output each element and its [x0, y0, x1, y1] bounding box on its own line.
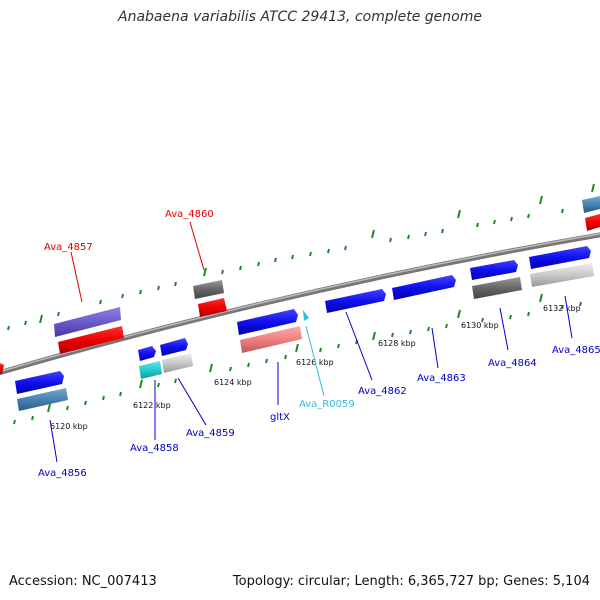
- gene-label-ava-4865: Ava_4865: [552, 345, 600, 356]
- gene-block-gray: [472, 277, 522, 299]
- gene-arrow-blue: [160, 338, 188, 356]
- scale-label-6128: 6128 kbp: [378, 339, 416, 348]
- scale-label-6124: 6124 kbp: [214, 378, 252, 387]
- gene-arrow-blue: [392, 275, 456, 300]
- gene-label-ava-4859: Ava_4859: [186, 428, 235, 439]
- gene-label-ava-r0059: Ava_R0059: [299, 399, 355, 410]
- upper-tick-track: [7, 183, 595, 331]
- gene-block-purple: [54, 307, 121, 337]
- scale-label-6132: 6132 kbp: [543, 304, 581, 313]
- lower-tick-track: [13, 293, 582, 425]
- gene-arrow-red: [0, 363, 4, 374]
- accession-text: Accession: NC_007413: [9, 574, 157, 589]
- gene-label-ava-4856: Ava_4856: [38, 468, 87, 479]
- label-leader-lines: [49, 221, 573, 463]
- scale-label-6122: 6122 kbp: [133, 401, 171, 410]
- gene-block-steel: [582, 196, 600, 213]
- gene-block-red: [585, 214, 600, 231]
- gene-block-silver: [530, 263, 594, 287]
- gene-arrow-blue: [325, 289, 386, 313]
- gene-label-ava-4857: Ava_4857: [44, 242, 93, 253]
- gene-label-ava-4864: Ava_4864: [488, 358, 537, 369]
- gene-block-pink: [240, 326, 302, 353]
- gene-label-ava-4862: Ava_4862: [358, 386, 407, 397]
- gene-block-silver: [162, 353, 193, 373]
- gene-arrow-blue: [15, 371, 64, 394]
- gene-label-ava-4863: Ava_4863: [417, 373, 466, 384]
- gene-arrow-blue: [529, 246, 591, 269]
- gene-feature: [54, 196, 600, 354]
- scale-label-6120: 6120 kbp: [50, 422, 88, 431]
- gene-arrow-blue: [138, 346, 156, 361]
- gene-label-ava-4858: Ava_4858: [130, 443, 179, 454]
- genome-summary-text: Topology: circular; Length: 6,365,727 bp…: [232, 574, 590, 589]
- gene-label-ava-4860: Ava_4860: [165, 209, 214, 220]
- gene-arrow-blue: [470, 260, 518, 280]
- gene-feature: [0, 246, 594, 411]
- gene-block-red: [58, 326, 124, 354]
- scale-label-6130: 6130 kbp: [461, 321, 499, 330]
- gene-block-red: [198, 298, 227, 317]
- gene-block-gray: [193, 280, 224, 299]
- genome-backbone: [0, 232, 600, 376]
- gene-arrow-blue: [237, 309, 298, 335]
- rna-arrow-cyan: [303, 310, 309, 321]
- map-title: Anabaena variabilis ATCC 29413, complete…: [118, 9, 482, 25]
- gene-label-gltx: gltX: [270, 412, 290, 423]
- scale-label-6126: 6126 kbp: [296, 358, 334, 367]
- gene-block-cyan: [139, 361, 162, 379]
- genome-backbone-highlight: [0, 233, 600, 373]
- gene-block-steel: [17, 388, 68, 411]
